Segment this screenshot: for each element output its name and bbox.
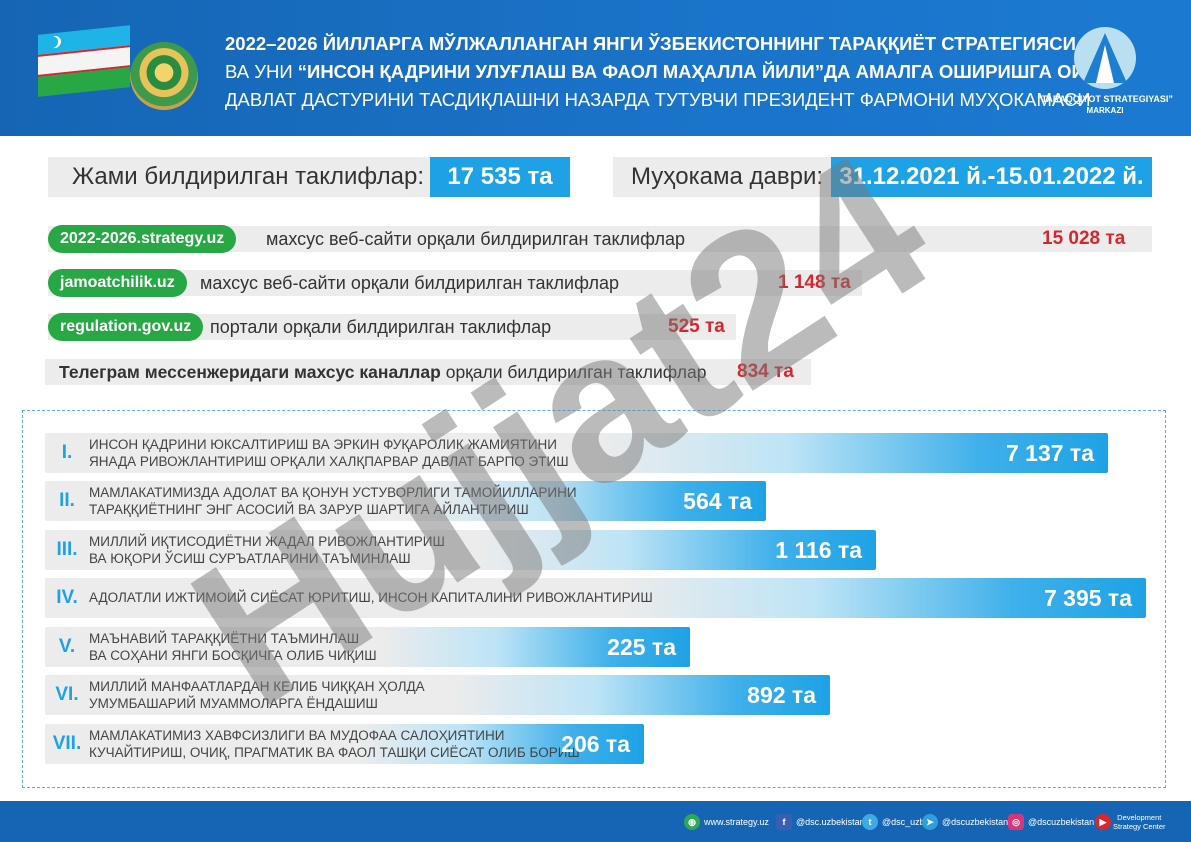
direction-number: III. xyxy=(56,539,78,560)
footer-instagram[interactable]: ◎ @dscuzbekistan xyxy=(1008,814,1094,830)
direction-row-4: IV. АДОЛАТЛИ ИЖТИМОИЙ СИЁСАТ ЮРИТИШ, ИНС… xyxy=(45,578,1146,618)
footer-telegram[interactable]: ➤ @dscuzbekistan xyxy=(922,814,1008,830)
direction-count: 7 137 та xyxy=(1005,440,1094,466)
header-title-line3: ДАВЛАТ ДАСТУРИНИ ТАСДИҚЛАШНИ НАЗАРДА ТУТ… xyxy=(225,89,1091,110)
source-count: 834 та xyxy=(737,361,794,382)
source-row-jamoatchilik: jamoatchilik.uz махсус веб-сайти орқали … xyxy=(48,269,862,297)
direction-number: V. xyxy=(58,636,76,657)
uzbekistan-flag-icon xyxy=(38,25,130,97)
state-emblem-icon xyxy=(130,42,198,110)
direction-count: 225 та xyxy=(607,634,676,660)
direction-title: АДОЛАТЛИ ИЖТИМОИЙ СИЁСАТ ЮРИТИШ, ИНСОН К… xyxy=(89,590,653,605)
source-count: 525 та xyxy=(668,316,725,337)
footer-website[interactable]: ◍ www.strategy.uz xyxy=(684,814,769,830)
directions-frame xyxy=(22,410,1166,788)
source-pill-strategy: 2022-2026.strategy.uz xyxy=(48,225,237,253)
direction-title: МИЛЛИЙ ИҚТИСОДИЁТНИ ЖАДАЛ РИВОЖЛАНТИРИШ В… xyxy=(89,534,445,566)
direction-number: II. xyxy=(59,490,75,511)
globe-icon: ◍ xyxy=(684,814,700,830)
direction-number: IV. xyxy=(56,587,78,608)
source-row-regulation: regulation.gov.uz портали орқали билдири… xyxy=(48,313,736,341)
direction-title: МАМЛАКАТИМИЗ ХАВФСИЗЛИГИ ВА МУДОФАА САЛО… xyxy=(89,728,580,760)
logo-caption-sub: MARKAZI xyxy=(1086,106,1124,115)
discussion-period-label: Муҳокама даври: xyxy=(631,163,824,190)
total-proposals-label: Жами билдирилган таклифлар: xyxy=(72,163,425,190)
direction-number: VII. xyxy=(52,733,82,754)
footer-facebook[interactable]: f @dsc.uzbekistan xyxy=(776,814,865,830)
header-banner: 2022–2026 ЙИЛЛАРГА МЎЛЖАЛЛАНГАН ЯНГИ ЎЗБ… xyxy=(0,0,1191,136)
logo-caption: “TARAQQIYOT STRATEGIYASI” xyxy=(1037,94,1173,104)
direction-count: 892 та xyxy=(747,682,816,708)
direction-count: 1 116 та xyxy=(775,537,862,563)
direction-title: МАЪНАВИЙ ТАРАҚҚИЁТНИ ТАЪМИНЛАШ ВА СОҲАНИ … xyxy=(89,631,377,663)
total-proposals-value: 17 535 та xyxy=(430,157,570,197)
source-text-telegram: Телеграм мессенжеридаги махсус каналлар … xyxy=(59,362,707,382)
source-row-telegram: Телеграм мессенжеридаги махсус каналлар … xyxy=(45,359,811,385)
telegram-icon: ➤ xyxy=(922,814,938,830)
direction-title: МИЛЛИЙ МАНФААТЛАРДАН КЕЛИБ ЧИҚҚАН ҲОЛДА У… xyxy=(89,679,425,711)
direction-title: МАМЛАКАТИМИЗДА АДОЛАТ ВА ҚОНУН УСТУВОРЛИ… xyxy=(89,485,577,517)
direction-row-1: I. ИНСОН ҚАДРИНИ ЮКСАЛТИРИШ ВА ЭРКИН ФУҚ… xyxy=(45,433,1108,473)
source-text: махсус веб-сайти орқали билдирилган такл… xyxy=(266,229,686,249)
source-count: 1 148 та xyxy=(778,272,851,293)
discussion-period-value: 31.12.2021 й.-15.01.2022 й. xyxy=(831,157,1152,197)
direction-row-2: II. МАМЛАКАТИМИЗДА АДОЛАТ ВА ҚОНУН УСТУВ… xyxy=(45,481,766,521)
header-title-line1: 2022–2026 ЙИЛЛАРГА МЎЛЖАЛЛАНГАН ЯНГИ ЎЗБ… xyxy=(225,33,1076,54)
direction-count: 564 та xyxy=(683,488,752,514)
header-title-line2: ВА УНИ “ИНСОН ҚАДРИНИ УЛУҒЛАШ ВА ФАОЛ МА… xyxy=(225,61,1099,82)
youtube-icon[interactable]: ▶ xyxy=(1095,814,1111,830)
direction-number: I. xyxy=(61,442,73,463)
direction-title: ИНСОН ҚАДРИНИ ЮКСАЛТИРИШ ВА ЭРКИН ФУҚАРО… xyxy=(89,437,569,469)
direction-number: VI. xyxy=(55,684,79,705)
direction-count: 206 та xyxy=(561,731,630,757)
source-row-strategy: 2022-2026.strategy.uz махсус веб-сайти о… xyxy=(48,225,1152,253)
direction-row-7: VII. МАМЛАКАТИМИЗ ХАВФСИЗЛИГИ ВА МУДОФАА… xyxy=(45,724,644,764)
footer-twitter[interactable]: t @dsc_uzb xyxy=(862,814,925,830)
footer-bar: ◍ www.strategy.uz f @dsc.uzbekistan t @d… xyxy=(0,801,1191,842)
direction-row-5: V. МАЪНАВИЙ ТАРАҚҚИЁТНИ ТАЪМИНЛАШ ВА СОҲА… xyxy=(45,627,690,667)
source-text: махсус веб-сайти орқали билдирилган такл… xyxy=(200,273,620,293)
facebook-icon: f xyxy=(776,814,792,830)
strategy-center-logo-icon xyxy=(1074,27,1136,89)
source-text: портали орқали билдирилган таклифлар xyxy=(210,317,552,337)
direction-row-3: III. МИЛЛИЙ ИҚТИСОДИЁТНИ ЖАДАЛ РИВОЖЛАНТ… xyxy=(45,530,876,570)
direction-row-6: VI. МИЛЛИЙ МАНФААТЛАРДАН КЕЛИБ ЧИҚҚАН ҲО… xyxy=(45,675,830,715)
instagram-icon: ◎ xyxy=(1008,814,1024,830)
source-pill-regulation: regulation.gov.uz xyxy=(48,313,204,341)
source-pill-jamoatchilik: jamoatchilik.uz xyxy=(48,269,187,297)
direction-count: 7 395 та xyxy=(1043,585,1132,611)
twitter-icon: t xyxy=(862,814,878,830)
source-count: 15 028 та xyxy=(1042,228,1126,249)
footer-dsc-caption: Development Strategy Center xyxy=(1113,813,1166,831)
